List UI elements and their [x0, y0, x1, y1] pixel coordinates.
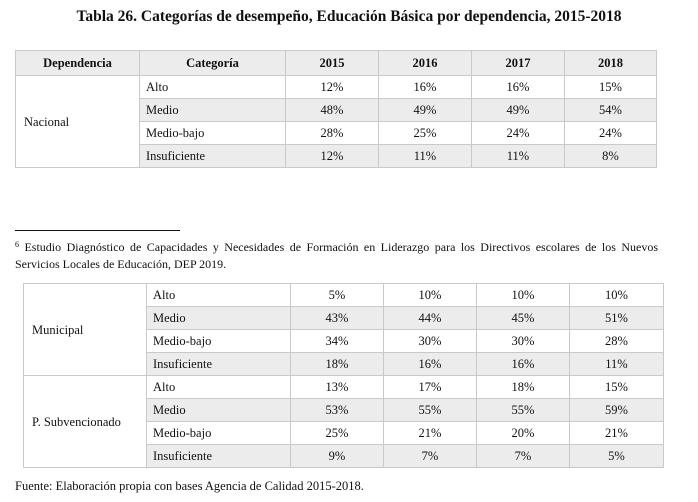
value-cell: 12%: [285, 144, 379, 168]
group-label-nacional: Nacional: [15, 75, 140, 168]
footnote-separator: [15, 230, 180, 231]
value-cell: 5%: [290, 283, 384, 307]
value-cell: 44%: [383, 306, 477, 330]
category-cell: Insuficiente: [146, 444, 291, 468]
category-cell: Medio-bajo: [146, 421, 291, 445]
table-title: Tabla 26. Categorías de desempeño, Educa…: [76, 8, 622, 25]
value-cell: 55%: [383, 398, 477, 422]
value-cell: 53%: [290, 398, 384, 422]
value-cell: 51%: [569, 306, 664, 330]
value-cell: 11%: [569, 352, 664, 376]
value-cell: 11%: [378, 144, 472, 168]
value-cell: 8%: [564, 144, 657, 168]
table-row: Medio-bajo 28% 25% 24% 24%: [16, 121, 657, 145]
value-cell: 49%: [471, 98, 565, 122]
value-cell: 15%: [564, 75, 657, 99]
table-row: Municipal Alto 5% 10% 10% 10%: [23, 283, 664, 376]
value-cell: 49%: [378, 98, 472, 122]
table-dependencias: Municipal Alto 5% 10% 10% 10% Medio 43% …: [23, 283, 664, 468]
value-cell: 34%: [290, 329, 384, 353]
value-cell: 16%: [476, 352, 570, 376]
value-cell: 30%: [476, 329, 570, 353]
footnote: 6 Estudio Diagnóstico de Capacidades y N…: [15, 236, 658, 273]
value-cell: 21%: [383, 421, 477, 445]
value-cell: 10%: [569, 283, 664, 307]
value-cell: 30%: [383, 329, 477, 353]
category-cell: Alto: [139, 75, 286, 99]
category-cell: Medio: [146, 306, 291, 330]
header-categoria: Categoría: [139, 50, 286, 76]
value-cell: 18%: [290, 352, 384, 376]
value-cell: 21%: [569, 421, 664, 445]
header-year-2018: 2018: [564, 50, 657, 76]
value-cell: 43%: [290, 306, 384, 330]
category-cell: Insuficiente: [139, 144, 286, 168]
value-cell: 16%: [471, 75, 565, 99]
footnote-text: Estudio Diagnóstico de Capacidades y Nec…: [15, 240, 659, 271]
category-cell: Insuficiente: [146, 352, 291, 376]
value-cell: 15%: [569, 375, 664, 399]
value-cell: 10%: [476, 283, 570, 307]
table-row: Insuficiente 12% 11% 11% 8%: [16, 144, 657, 168]
value-cell: 7%: [383, 444, 477, 468]
table-nacional: Dependencia Categoría 2015 2016 2017 201…: [15, 50, 657, 168]
value-cell: 54%: [564, 98, 657, 122]
table-row: Insuficiente 9% 7% 7% 5%: [24, 444, 664, 468]
value-cell: 7%: [476, 444, 570, 468]
value-cell: 12%: [285, 75, 379, 99]
category-cell: Medio: [146, 398, 291, 422]
value-cell: 55%: [476, 398, 570, 422]
group-label-municipal: Municipal: [23, 283, 147, 376]
footnote-marker: 6: [15, 240, 19, 249]
value-cell: 10%: [383, 283, 477, 307]
table-row: Medio 48% 49% 49% 54%: [16, 98, 657, 122]
value-cell: 9%: [290, 444, 384, 468]
value-cell: 5%: [569, 444, 664, 468]
table-row: P. Subvencionado Alto 13% 17% 18% 15%: [23, 375, 664, 468]
table-row: Medio 53% 55% 55% 59%: [24, 398, 664, 422]
category-cell: Medio-bajo: [146, 329, 291, 353]
value-cell: 16%: [383, 352, 477, 376]
category-cell: Medio-bajo: [139, 121, 286, 145]
header-row: Dependencia Categoría 2015 2016 2017 201…: [15, 50, 657, 76]
value-cell: 18%: [476, 375, 570, 399]
value-cell: 28%: [285, 121, 379, 145]
value-cell: 24%: [471, 121, 565, 145]
category-cell: Alto: [146, 283, 291, 307]
header-year-2017: 2017: [471, 50, 565, 76]
category-cell: Alto: [146, 375, 291, 399]
header-dependencia: Dependencia: [15, 50, 140, 76]
value-cell: 17%: [383, 375, 477, 399]
table-row: Medio-bajo 34% 30% 30% 28%: [24, 329, 664, 353]
value-cell: 28%: [569, 329, 664, 353]
source-note: Fuente: Elaboración propia con bases Age…: [15, 479, 364, 493]
table-row: Nacional Alto 12% 16% 16% 15%: [15, 75, 657, 168]
value-cell: 45%: [476, 306, 570, 330]
header-year-2016: 2016: [378, 50, 472, 76]
value-cell: 24%: [564, 121, 657, 145]
value-cell: 20%: [476, 421, 570, 445]
value-cell: 13%: [290, 375, 384, 399]
table-row: Medio-bajo 25% 21% 20% 21%: [24, 421, 664, 445]
table-row: Medio 43% 44% 45% 51%: [24, 306, 664, 330]
value-cell: 25%: [378, 121, 472, 145]
value-cell: 59%: [569, 398, 664, 422]
value-cell: 11%: [471, 144, 565, 168]
value-cell: 25%: [290, 421, 384, 445]
group-label-subvencionado: P. Subvencionado: [23, 375, 147, 468]
category-cell: Medio: [139, 98, 286, 122]
value-cell: 48%: [285, 98, 379, 122]
value-cell: 16%: [378, 75, 472, 99]
header-year-2015: 2015: [285, 50, 379, 76]
